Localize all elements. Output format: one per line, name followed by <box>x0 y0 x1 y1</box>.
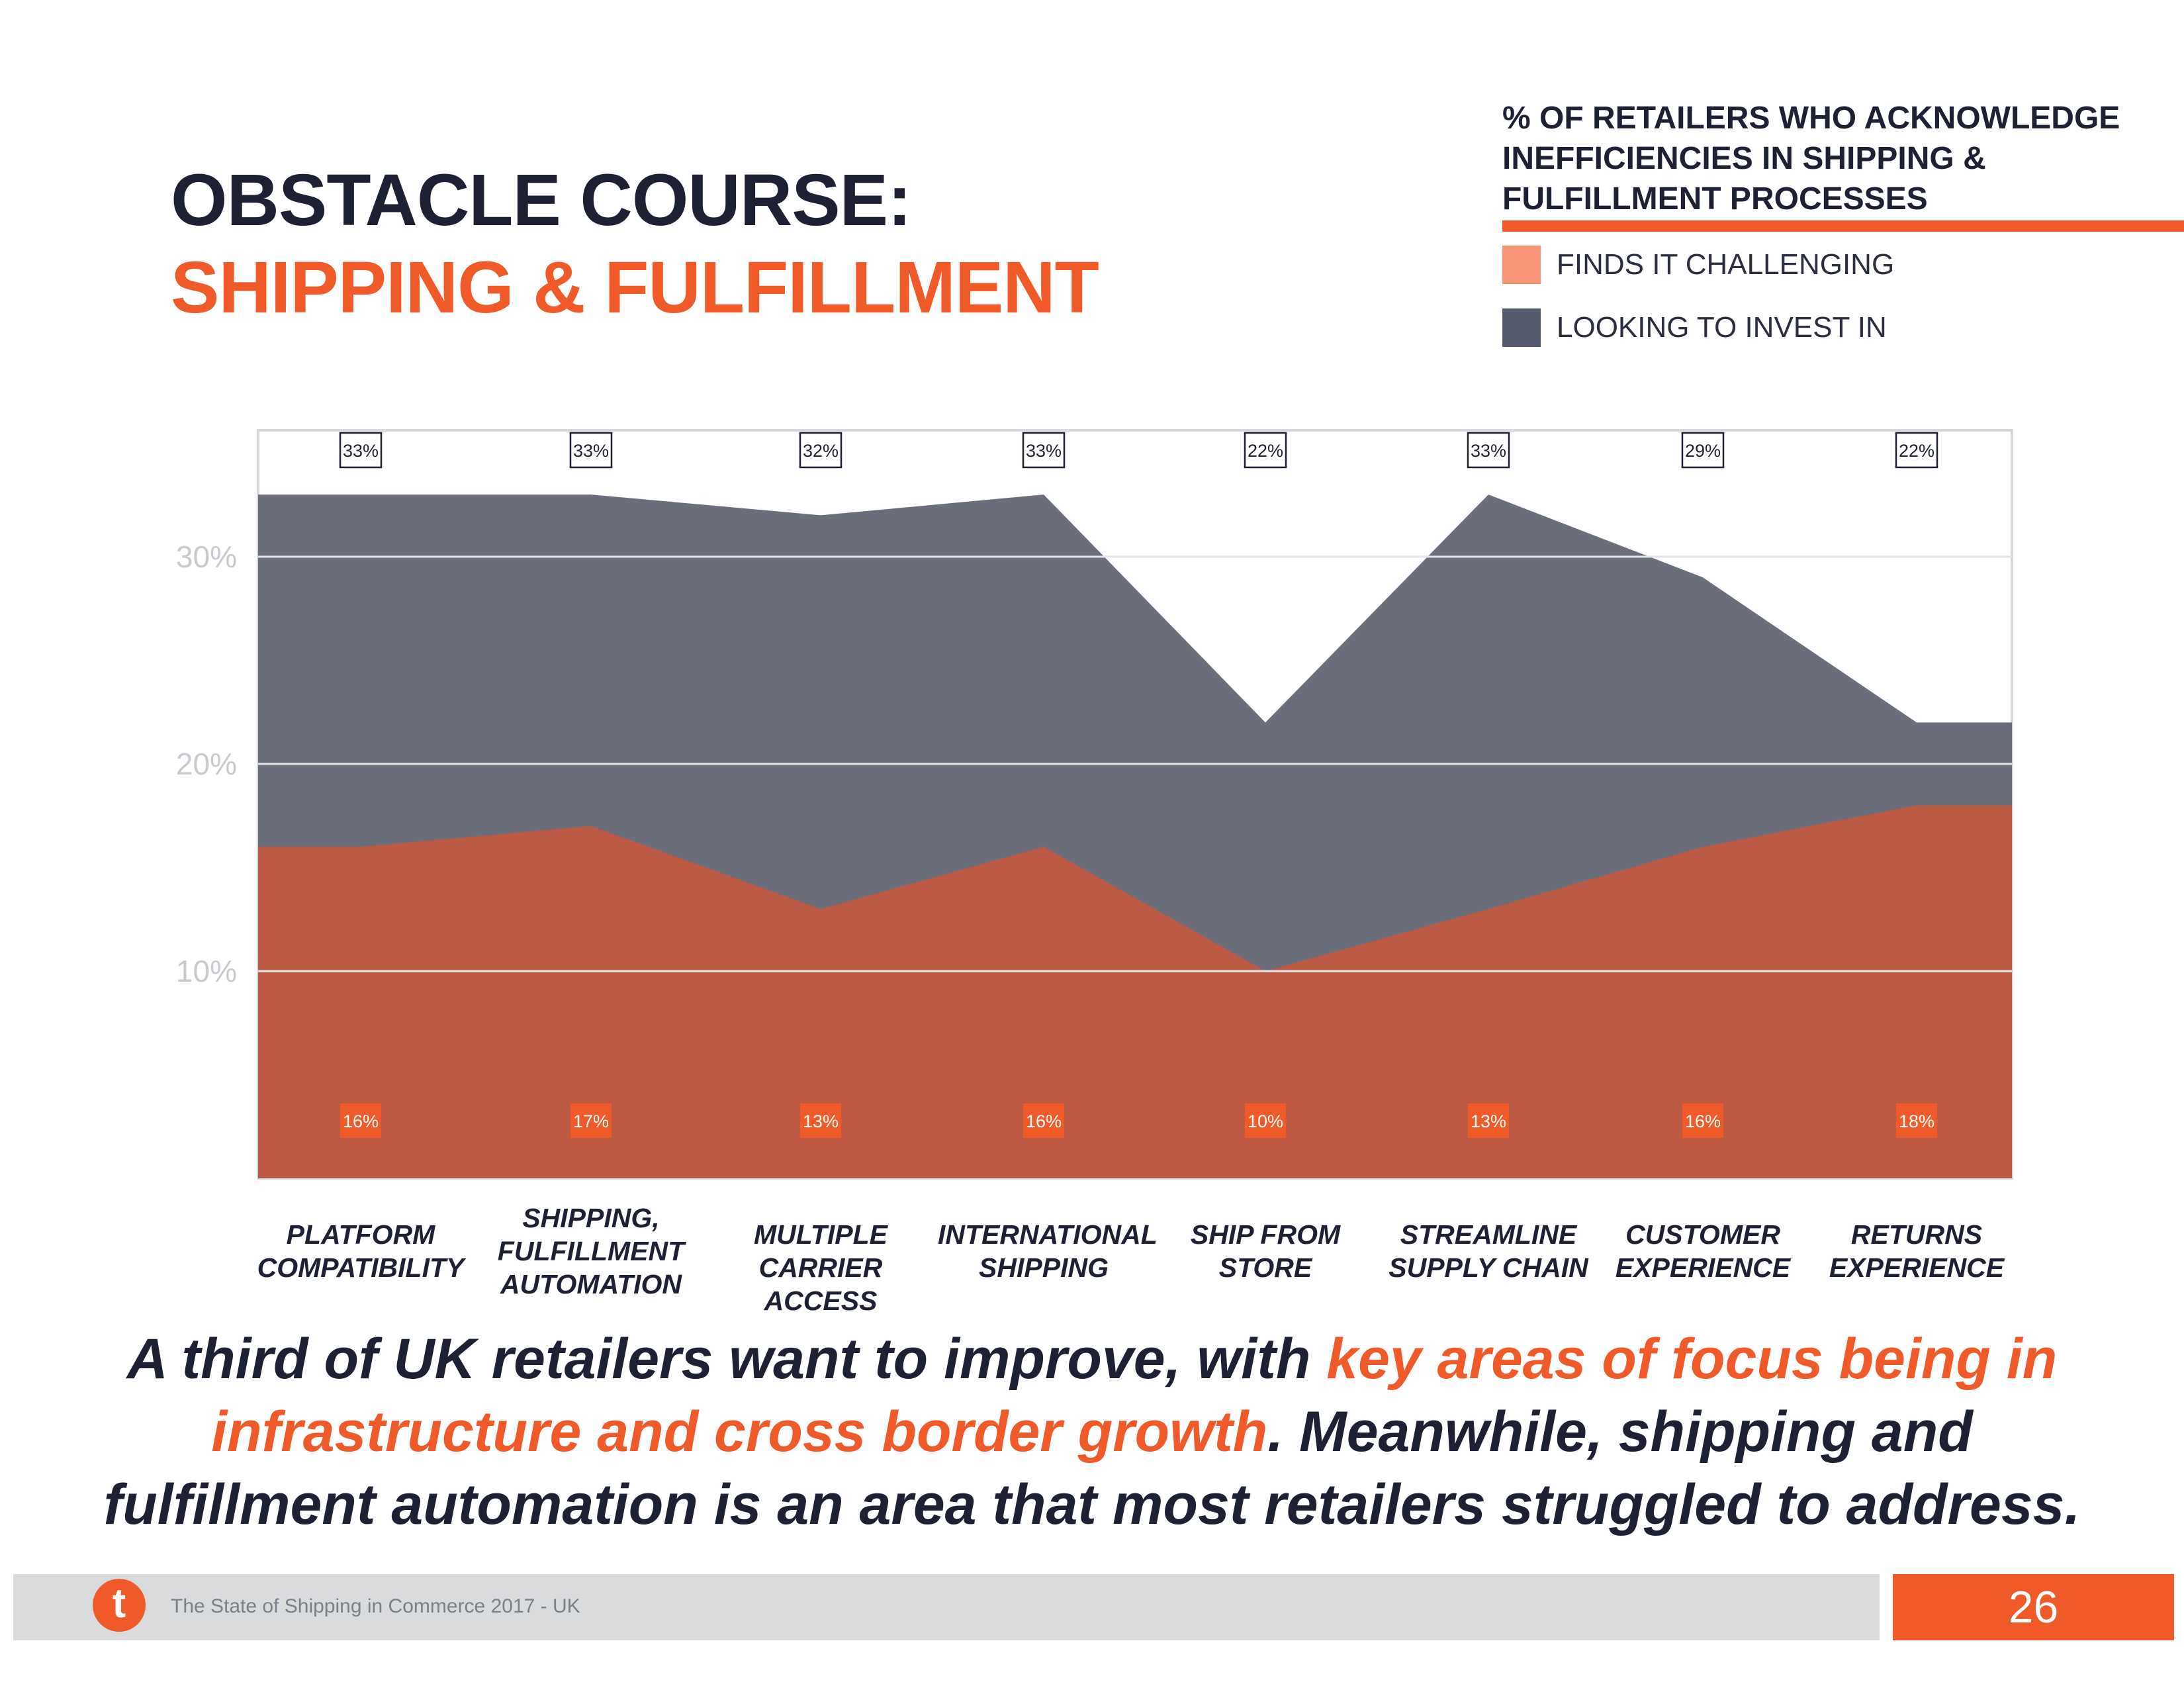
invest-value-label: 29% <box>1685 441 1721 461</box>
challenging-value-label: 10% <box>1248 1111 1283 1131</box>
y-axis-ticks: 10% 20% 30% <box>176 539 237 988</box>
legend-divider <box>1502 220 2184 232</box>
category-label: SHIPPING, FULFILLMENT AUTOMATION <box>497 1203 685 1299</box>
tagline-part2: . Meanwhile, shipping and fulfillment au… <box>103 1400 2081 1536</box>
challenging-label-box <box>1023 1103 1064 1138</box>
challenging-value-label: 16% <box>1685 1111 1721 1131</box>
invest-value-label: 22% <box>1899 441 1934 461</box>
tagline-part1: A third of UK retailers want to improve,… <box>126 1327 1327 1391</box>
invest-value-label: 33% <box>1026 441 1062 461</box>
invest-value-label: 33% <box>1471 441 1506 461</box>
invest-value-label: 33% <box>343 441 379 461</box>
category-label: PLATFORM COMPATIBILITY <box>257 1219 465 1283</box>
gridlines <box>258 555 2012 972</box>
invest-label-box <box>339 432 383 469</box>
legend-swatch-invest <box>1502 308 1541 347</box>
invest-value-label: 32% <box>803 441 839 461</box>
brand-logo-icon: t <box>93 1579 146 1632</box>
invest-label-box <box>1022 432 1066 469</box>
category-label: RETURNS EXPERIENCE <box>1829 1219 2005 1283</box>
legend-label-challenging: FINDS IT CHALLENGING <box>1557 248 1895 281</box>
footer-text: The State of Shipping in Commerce 2017 -… <box>171 1595 580 1617</box>
invest-label-box <box>799 432 842 469</box>
invest-label-box <box>569 432 613 469</box>
challenging-label-box <box>340 1103 381 1138</box>
challenging-value-label: 18% <box>1899 1111 1934 1131</box>
area-finds-challenging <box>258 805 2012 1178</box>
invest-data-labels: 33% 33% 32% 33% 22% 33% 29% 22% <box>339 432 1938 469</box>
challenging-label-box <box>570 1103 612 1138</box>
invest-label-box <box>1244 432 1287 469</box>
category-label: INTERNATIONAL SHIPPING <box>938 1219 1158 1283</box>
legend-title: % OF RETAILERS WHO ACKNOWLEDGE INEFFICIE… <box>1502 101 2120 216</box>
footer-bar <box>13 1574 1880 1640</box>
challenging-value-label: 13% <box>1471 1111 1506 1131</box>
category-label: STREAMLINE SUPPLY CHAIN <box>1388 1219 1588 1283</box>
challenging-value-label: 16% <box>1026 1111 1062 1131</box>
legend-label-invest: LOOKING TO INVEST IN <box>1557 311 1887 344</box>
y-tick-label: 20% <box>176 747 237 781</box>
challenging-value-label: 13% <box>803 1111 839 1131</box>
invest-value-label: 22% <box>1248 441 1283 461</box>
challenging-label-box <box>1245 1103 1286 1138</box>
y-tick-label: 10% <box>176 954 237 988</box>
challenging-data-labels: 16% 17% 13% 16% 10% 13% 16% 18% <box>340 1103 1937 1138</box>
challenging-label-box <box>1682 1103 1723 1138</box>
tagline-highlight: key areas of focus being in infrastructu… <box>211 1327 2058 1464</box>
legend-item-challenging: FINDS IT CHALLENGING <box>1502 245 1894 285</box>
tagline: A third of UK retailers want to improve,… <box>99 1323 2085 1541</box>
challenging-label-box <box>800 1103 841 1138</box>
challenging-label-box <box>1896 1103 1937 1138</box>
category-label: SHIP FROM STORE <box>1190 1219 1341 1283</box>
title-line2: SHIPPING & FULFILLMENT <box>171 247 1099 328</box>
invest-label-box <box>1467 432 1510 469</box>
challenging-value-label: 16% <box>343 1111 379 1131</box>
title-line1: OBSTACLE COURSE: <box>171 160 912 241</box>
y-tick-label: 30% <box>176 539 237 574</box>
challenging-label-box <box>1468 1103 1509 1138</box>
area-chart: 10% 20% 30% 33% 33% 32% 33% 22% 33% 29% 22% 16% 17… <box>176 429 2013 1180</box>
invest-value-label: 33% <box>573 441 609 461</box>
legend-swatch-challenging <box>1502 246 1541 284</box>
page-number: 26 <box>1893 1574 2174 1640</box>
category-label: CUSTOMER EXPERIENCE <box>1615 1219 1791 1283</box>
challenging-value-label: 17% <box>573 1111 609 1131</box>
legend-item-invest: LOOKING TO INVEST IN <box>1502 308 1887 348</box>
invest-label-box <box>1895 432 1938 469</box>
category-label: MULTIPLE CARRIER ACCESS <box>754 1219 887 1316</box>
invest-label-box <box>1681 432 1725 469</box>
